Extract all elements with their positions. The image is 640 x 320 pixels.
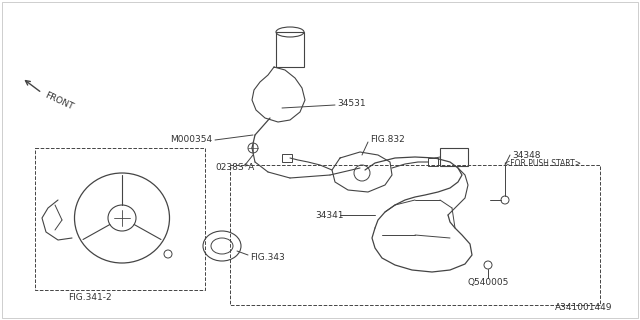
Text: FIG.343: FIG.343 [250, 252, 285, 261]
Text: 0238S*A: 0238S*A [215, 164, 254, 172]
Bar [282, 154, 292, 162]
Text: A341001449: A341001449 [555, 303, 612, 312]
Text: 34348: 34348 [512, 150, 541, 159]
Text: 34531: 34531 [337, 100, 365, 108]
Bar [276, 32, 304, 67]
Bar [440, 148, 468, 166]
Text: FRONT: FRONT [43, 91, 74, 112]
Text: M000354: M000354 [170, 135, 212, 145]
Text: FIG.832: FIG.832 [370, 135, 404, 145]
Text: 34341: 34341 [315, 211, 344, 220]
Text: Q540005: Q540005 [468, 277, 509, 286]
Text: FIG.341-2: FIG.341-2 [68, 293, 111, 302]
Bar [428, 158, 438, 166]
Text: <FOR PUSH START>: <FOR PUSH START> [504, 158, 581, 167]
